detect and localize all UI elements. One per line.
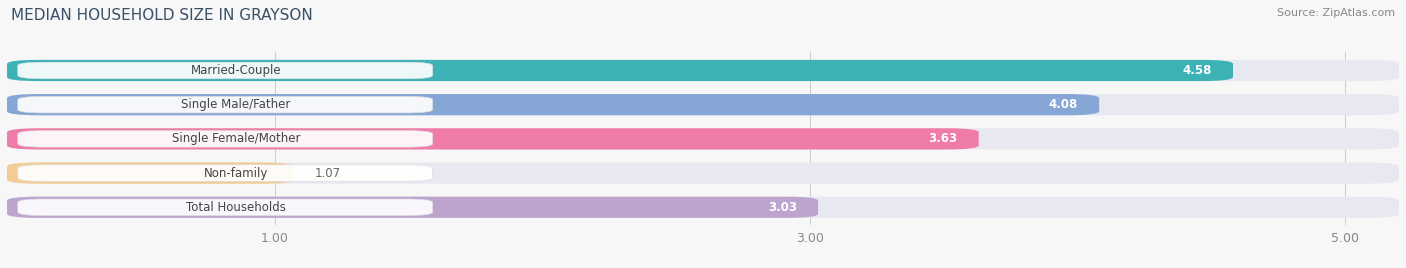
Text: 1.07: 1.07 <box>315 167 342 180</box>
Text: Non-family: Non-family <box>204 167 269 180</box>
FancyBboxPatch shape <box>7 94 1099 115</box>
FancyBboxPatch shape <box>7 60 1233 81</box>
FancyBboxPatch shape <box>18 199 433 215</box>
Text: Total Households: Total Households <box>186 201 285 214</box>
FancyBboxPatch shape <box>18 62 433 79</box>
Text: Married-Couple: Married-Couple <box>191 64 281 77</box>
FancyBboxPatch shape <box>7 128 1399 150</box>
FancyBboxPatch shape <box>7 128 979 150</box>
FancyBboxPatch shape <box>7 94 1399 115</box>
FancyBboxPatch shape <box>7 162 1399 184</box>
Text: Single Male/Father: Single Male/Father <box>181 98 291 111</box>
FancyBboxPatch shape <box>7 60 1399 81</box>
Text: 4.58: 4.58 <box>1182 64 1212 77</box>
Text: Source: ZipAtlas.com: Source: ZipAtlas.com <box>1277 8 1395 18</box>
FancyBboxPatch shape <box>18 96 433 113</box>
FancyBboxPatch shape <box>7 162 294 184</box>
FancyBboxPatch shape <box>7 197 818 218</box>
Text: 3.63: 3.63 <box>928 132 957 145</box>
Text: 3.03: 3.03 <box>768 201 797 214</box>
Text: Single Female/Mother: Single Female/Mother <box>172 132 299 145</box>
FancyBboxPatch shape <box>7 197 1399 218</box>
FancyBboxPatch shape <box>18 165 433 181</box>
Text: 4.08: 4.08 <box>1049 98 1078 111</box>
Text: MEDIAN HOUSEHOLD SIZE IN GRAYSON: MEDIAN HOUSEHOLD SIZE IN GRAYSON <box>11 8 314 23</box>
FancyBboxPatch shape <box>18 131 433 147</box>
